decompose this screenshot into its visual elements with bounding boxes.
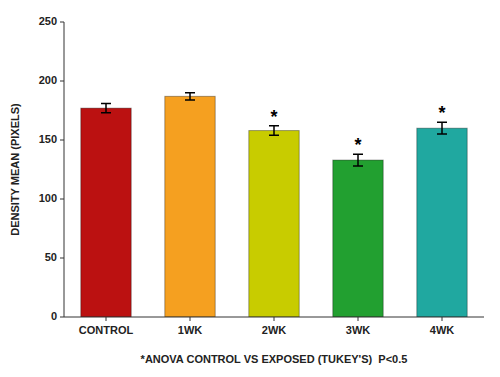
error-bar [353, 154, 363, 166]
error-bar [101, 103, 111, 112]
significance-star: * [270, 107, 277, 127]
x-tick-label: 3WK [346, 324, 371, 336]
x-tick-label: CONTROL [79, 324, 134, 336]
x-tick-label: 2WK [262, 324, 287, 336]
error-bar [437, 122, 447, 134]
x-tick-label: 4WK [430, 324, 455, 336]
x-tick [358, 317, 359, 321]
y-tick-label: 50 [45, 251, 57, 263]
bar [81, 108, 131, 317]
bar [165, 96, 215, 317]
y-tick-label: 100 [39, 192, 57, 204]
error-bar [269, 126, 279, 135]
x-tick [274, 317, 275, 321]
bar [249, 131, 299, 317]
x-tick-label: 1WK [178, 324, 203, 336]
y-axis-line [64, 22, 65, 317]
y-tick [60, 22, 64, 23]
y-tick [60, 317, 64, 318]
y-tick [60, 81, 64, 82]
y-tick [60, 258, 64, 259]
significance-star: * [354, 135, 361, 155]
chart: 0 50 100 150 200 250 CONTROL 1WK 2WK 3WK 4WK * * * *AN… [0, 0, 500, 377]
x-tick [106, 317, 107, 321]
y-tick [60, 140, 64, 141]
plot-area [81, 93, 467, 317]
y-axis-label: DENSITY MEAN (PIXELS) [9, 103, 21, 236]
y-tick [60, 199, 64, 200]
x-axis-label: *ANOVA CONTROL VS EXPOSED (TUKEY'S) P<0.… [141, 353, 408, 365]
x-tick [442, 317, 443, 321]
bar [333, 160, 383, 317]
bar [417, 128, 467, 317]
significance-star: * [438, 103, 445, 123]
y-tick-label: 0 [51, 310, 57, 322]
error-bar [185, 93, 195, 100]
y-tick-label: 250 [39, 15, 57, 27]
chart-container: 0 50 100 150 200 250 CONTROL 1WK 2WK 3WK 4WK * * * *AN… [0, 0, 500, 377]
y-tick-label: 150 [39, 133, 57, 145]
x-tick [190, 317, 191, 321]
y-tick-label: 200 [39, 74, 57, 86]
